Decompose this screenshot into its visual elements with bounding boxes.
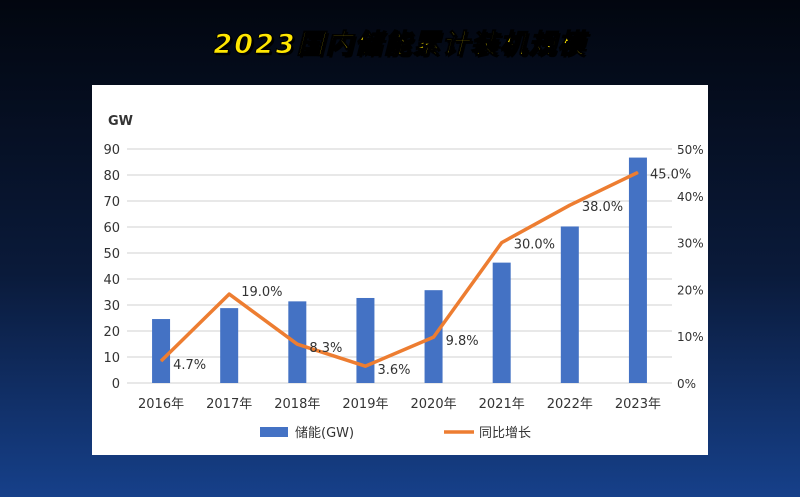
data-label: 38.0% [582,200,623,215]
bar [152,319,171,383]
data-label: 3.6% [377,363,410,378]
legend-line-label: 同比增长 [479,426,531,441]
line-point [160,360,162,362]
y2-tick-label: 20% [677,283,704,297]
x-tick-label: 2020年 [411,397,457,412]
growth-line [159,170,639,368]
page-title: 2023国内储能累计装机规模 [213,29,587,61]
y-tick-label: 80 [103,169,120,184]
chart: 0 10 20 30 40 50 60 70 80 90 0% 10% 20% 30% 40% 50% GW 20… [103,114,704,441]
y2-tick-label: 10% [677,330,704,344]
bar [560,226,579,383]
x-tick-label: 2017年 [206,397,252,412]
x-tick-label: 2018年 [274,397,320,412]
line-point [228,293,230,295]
legend-bar-swatch [260,427,288,437]
line-point [296,343,298,345]
y-tick-label: 10 [103,351,120,366]
y-tick-label: 0 [112,377,120,392]
data-label: 45.0% [650,167,691,182]
x-tick-label: 2023年 [615,397,661,412]
legend-bar-label: 储能(GW) [295,426,354,441]
data-label: 9.8% [446,334,479,349]
y2-tick-label: 30% [677,237,704,251]
y2-tick-label: 50% [677,143,704,157]
line-point [569,204,571,206]
data-label: 4.7% [173,358,206,373]
y-tick-label: 90 [103,143,120,158]
bar [356,297,375,383]
x-tick-label: 2019年 [342,397,388,412]
y-axis-label: GW [108,114,133,129]
bar [628,157,647,383]
data-label: 30.0% [514,238,555,253]
y-tick-label: 70 [103,195,120,210]
line-point [433,336,435,338]
line-point [501,242,503,244]
y-tick-label: 40 [103,273,120,288]
y-tick-label: 20 [103,325,120,340]
y-tick-label: 60 [103,221,120,236]
x-tick-label: 2016年 [138,397,184,412]
x-tick-label: 2022年 [547,397,593,412]
data-label: 8.3% [309,341,342,356]
y2-tick-label: 0% [677,377,696,391]
chart-panel: 0 10 20 30 40 50 60 70 80 90 0% 10% 20% 30% 40% 50% GW 20… [92,85,708,455]
bar [492,262,511,383]
y-tick-label: 30 [103,299,120,314]
data-label: 19.0% [241,285,282,300]
bar [220,308,239,383]
y-tick-label: 50 [103,247,120,262]
y2-tick-label: 40% [677,190,704,204]
line-point [637,171,639,173]
line-point [364,365,366,367]
x-tick-label: 2021年 [479,397,525,412]
